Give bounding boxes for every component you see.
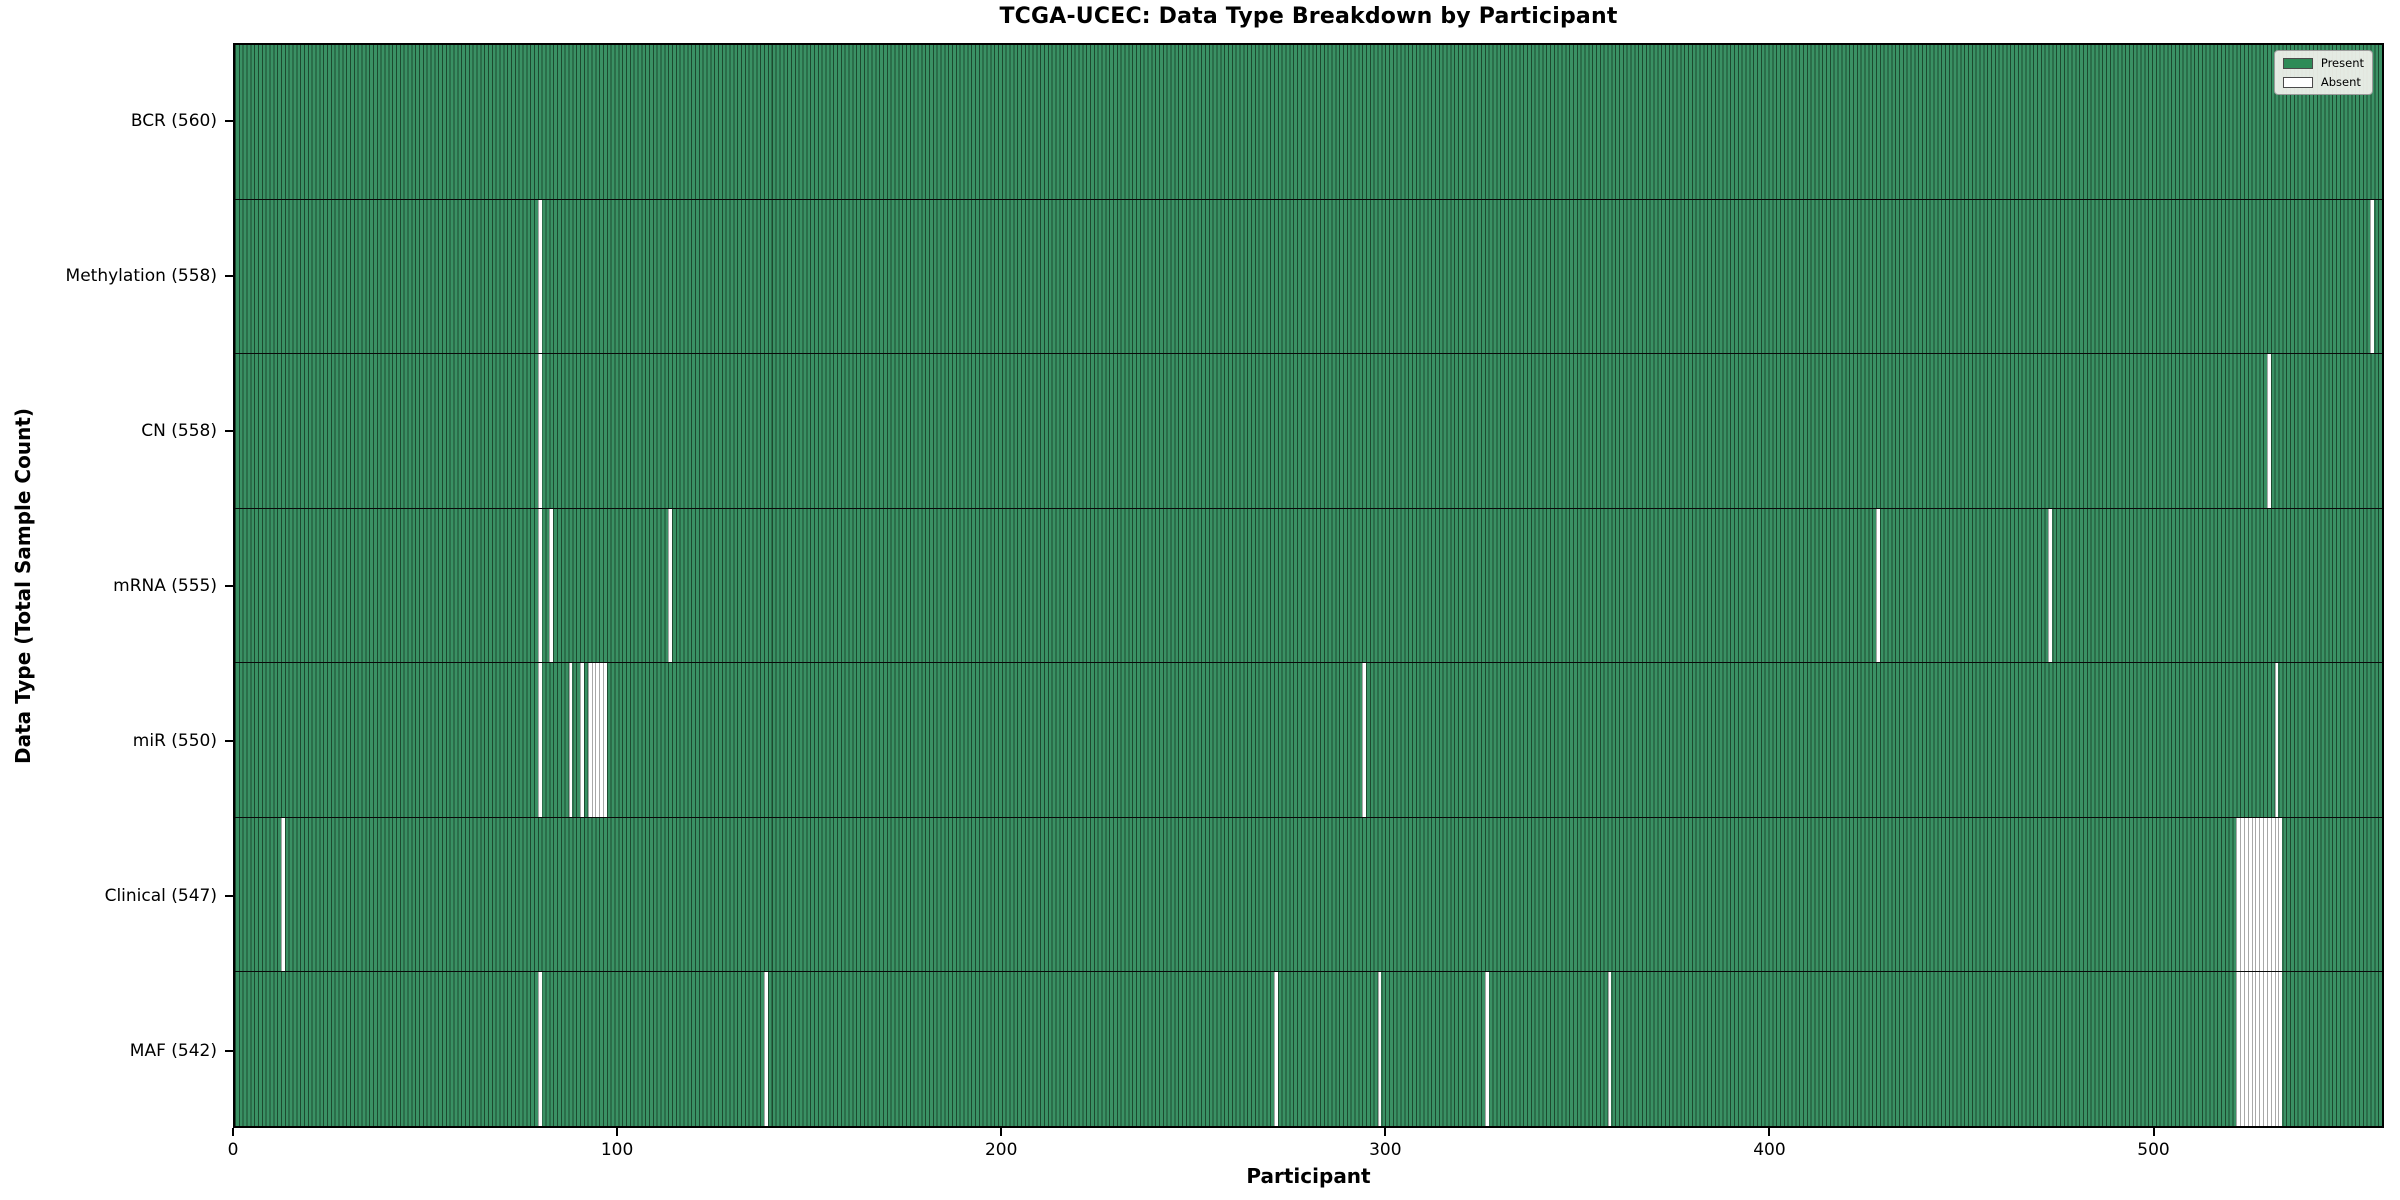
y-tick-label: MAF (542): [129, 1040, 217, 1061]
legend: Present Absent: [2273, 50, 2373, 95]
absent-gap: [281, 817, 285, 972]
absent-gap: [2236, 972, 2241, 1127]
legend-swatch-present: [2282, 57, 2313, 69]
y-tick-mark: [225, 1049, 233, 1052]
x-tick-mark: [1000, 1128, 1003, 1136]
absent-gap: [2270, 817, 2275, 972]
absent-gap: [2259, 972, 2264, 1127]
y-tick-label: miR (550): [132, 730, 217, 751]
absent-gap: [603, 663, 607, 817]
chart-title: TCGA-UCEC: Data Type Breakdown by Partic…: [999, 4, 1618, 29]
absent-gap: [2247, 817, 2252, 972]
absent-gap: [2263, 972, 2267, 1127]
x-tick-label: 200: [984, 1140, 1018, 1160]
x-tick-label: 500: [2137, 1140, 2170, 1160]
absent-gap: [2278, 817, 2283, 972]
absent-gap: [2243, 972, 2248, 1127]
absent-gap: [587, 663, 592, 817]
y-tick-label: CN (558): [141, 420, 217, 441]
absent-gap: [2240, 972, 2244, 1127]
absent-gap: [537, 508, 542, 663]
legend-item-absent: Absent: [2282, 75, 2364, 89]
legend-label: Absent: [2320, 75, 2361, 89]
x-tick-mark: [1384, 1128, 1387, 1136]
y-axis-ticks: BCR (560) Methylation (558) CN (558) mRNA (…: [0, 43, 233, 1128]
x-tick-label: 100: [600, 1140, 634, 1160]
absent-gap: [2266, 972, 2271, 1127]
row-MAF: [235, 972, 2382, 1127]
y-tick-label: Methylation (558): [65, 265, 217, 286]
legend-label: Present: [2320, 56, 2364, 70]
absent-gap: [2243, 817, 2248, 972]
plot-area: Present Absent: [233, 43, 2384, 1128]
x-tick-label: 0: [227, 1140, 239, 1160]
absent-gap: [2240, 817, 2244, 972]
y-tick-label: BCR (560): [130, 110, 217, 131]
absent-gap: [2255, 817, 2260, 972]
y-tick-mark: [225, 739, 233, 742]
absent-gap: [1273, 972, 1278, 1127]
y-tick-label: mRNA (555): [113, 575, 217, 596]
row-Methylation: [235, 199, 2382, 355]
y-tick-mark: [225, 894, 233, 897]
absent-gap: [2266, 354, 2271, 508]
x-axis-ticks: 0 100 200 300 400 500: [228, 1128, 2384, 1172]
absent-gap: [595, 663, 600, 817]
y-tick-mark: [225, 429, 233, 432]
absent-gap: [2270, 972, 2275, 1127]
x-tick-mark: [2152, 1128, 2155, 1136]
row-Clinical: [235, 817, 2382, 973]
absent-gap: [580, 663, 584, 817]
absent-gap: [1484, 972, 1489, 1127]
absent-gap: [537, 199, 542, 354]
absent-gap: [1875, 508, 1880, 663]
x-tick-label: 300: [1369, 1140, 1402, 1160]
x-tick-mark: [232, 1128, 234, 1136]
absent-gap: [2259, 817, 2264, 972]
absent-gap: [2266, 817, 2271, 972]
x-tick-label: 400: [1753, 1140, 1786, 1160]
absent-gap: [668, 508, 673, 663]
absent-gap: [1377, 972, 1382, 1127]
row-miR: [235, 663, 2382, 818]
absent-gap: [2255, 972, 2260, 1127]
y-tick-mark: [225, 119, 233, 122]
row-mRNA: [235, 508, 2382, 664]
legend-item-present: Present: [2282, 56, 2364, 70]
absent-gap: [1362, 663, 1366, 817]
y-tick-mark: [225, 584, 233, 587]
row-CN: [235, 354, 2382, 509]
legend-swatch-absent: [2282, 76, 2313, 88]
absent-gap: [2274, 972, 2279, 1127]
absent-gap: [2236, 817, 2241, 972]
absent-gap: [2278, 972, 2283, 1127]
absent-gap: [2274, 817, 2279, 972]
absent-gap: [2251, 817, 2256, 972]
x-axis-label: Participant: [1246, 1164, 1371, 1188]
y-tick-label: Clinical (547): [104, 885, 217, 906]
absent-gap: [2247, 972, 2252, 1127]
absent-gap: [764, 972, 768, 1127]
absent-gap: [2251, 972, 2256, 1127]
absent-gap: [549, 508, 554, 663]
row-BCR: [235, 45, 2382, 200]
y-tick-mark: [225, 274, 233, 277]
absent-gap: [2263, 817, 2267, 972]
absent-gap: [537, 663, 542, 817]
x-tick-mark: [1768, 1128, 1771, 1136]
absent-gap: [1607, 972, 1612, 1127]
x-tick-mark: [616, 1128, 619, 1136]
absent-gap: [2370, 199, 2375, 354]
absent-gap: [591, 663, 596, 817]
absent-gap: [2274, 663, 2279, 817]
absent-gap: [568, 663, 573, 817]
absent-gap: [537, 972, 542, 1127]
absent-gap: [599, 663, 604, 817]
absent-gap: [2048, 508, 2053, 663]
absent-gap: [537, 354, 542, 508]
